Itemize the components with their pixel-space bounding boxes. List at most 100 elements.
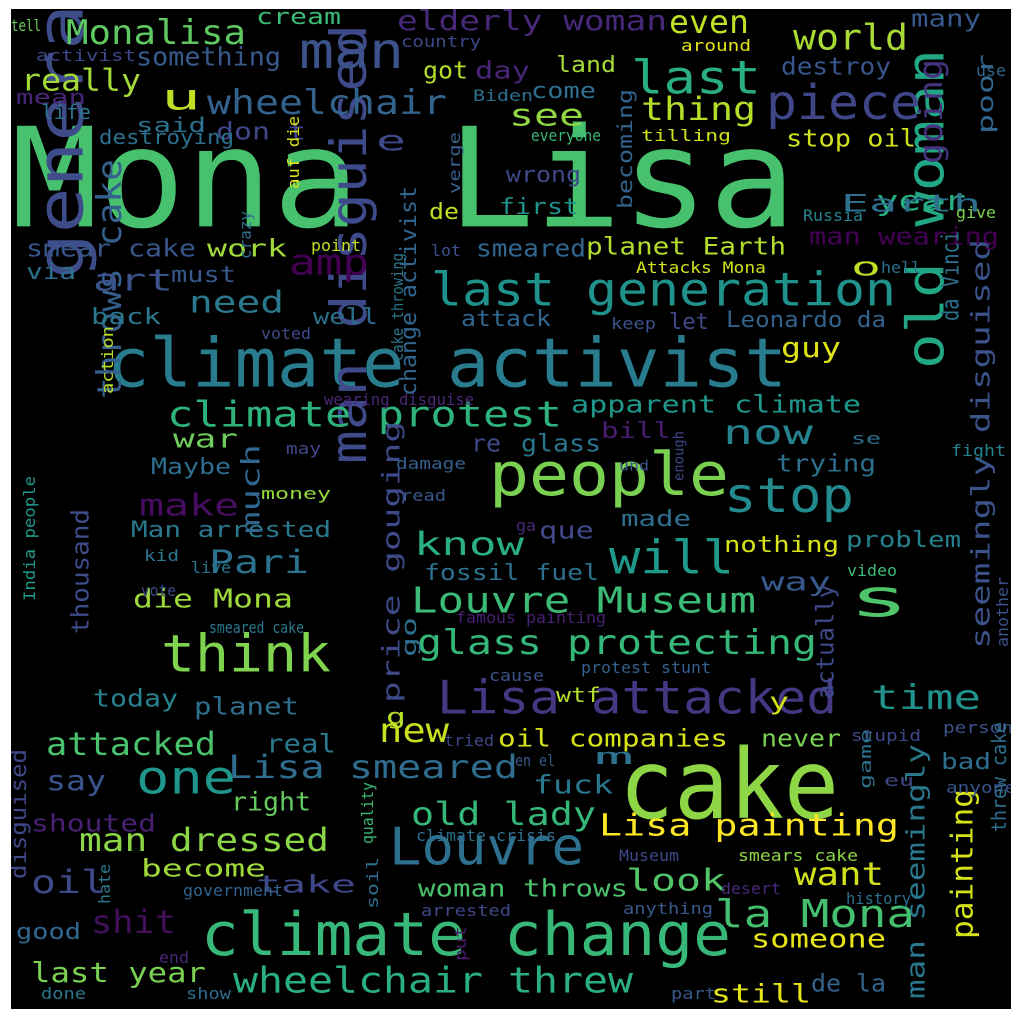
cloud-word: woman throws [418,875,628,903]
cloud-word: government [183,881,283,900]
cloud-word: really [21,64,141,99]
cloud-word: Russia [803,206,863,225]
cloud-word: don t [216,118,306,146]
word-cloud-canvas: Mona Lisa cake climate activist climate cha… [11,9,1011,1009]
cloud-word: good [16,920,81,945]
cloud-word: u [161,78,201,119]
cloud-word: g [386,705,406,730]
cloud-word: everyone [531,126,601,145]
cloud-word: anyone [946,778,1011,797]
cloud-word: stop oil [786,125,916,153]
cloud-word: new [379,711,450,751]
cloud-word: know [414,525,525,563]
cloud-word: crazy [236,211,255,259]
cloud-word: kid [144,546,179,565]
cloud-word: attack [461,307,551,332]
cloud-word: via [26,260,76,285]
cloud-word: art [93,264,173,299]
cloud-word: disguised [11,749,32,879]
cloud-word: last generation [431,262,896,316]
cloud-word: Mona Lisa [11,98,796,259]
cloud-word: point [311,236,361,255]
cloud-word: smears cake [738,846,858,865]
cloud-word: famous painting [456,608,606,627]
cloud-word: use [976,61,1006,80]
cloud-word: fight [951,441,1006,460]
cloud-word: even [669,9,749,41]
cloud-word: today [93,685,178,713]
cloud-word: give [956,203,996,222]
cloud-word: see [509,99,584,134]
cloud-word: climate protest [167,395,562,436]
cloud-word: re [471,430,501,458]
cloud-word: never [761,725,841,753]
cloud-word: o [851,252,881,282]
cloud-word: come [531,79,596,104]
cloud-word: need [189,286,284,321]
cloud-word: poor [974,54,999,134]
cloud-word: go [397,617,421,657]
cloud-word: land [556,53,616,78]
cloud-word: generation [24,9,98,279]
cloud-word: video [847,561,897,580]
cloud-word: becoming [613,89,637,209]
cloud-word: well [313,305,378,330]
cloud-word: ga [516,516,536,535]
cloud-word: actually [812,584,840,699]
cloud-word: first [499,195,579,220]
cloud-word: shouted [31,810,156,838]
cloud-word: Lisa attacked [437,670,837,724]
cloud-word: said [136,113,206,137]
cloud-word: change activist [397,186,422,396]
cloud-word: life [41,100,91,124]
cloud-word: done [41,984,86,1003]
cloud-word: back [91,305,161,330]
cloud-word: part [671,984,716,1003]
cloud-word: tried [444,731,494,750]
cloud-word: oil [31,863,106,901]
cloud-word: throws cake [90,159,130,399]
cloud-word: something [136,42,281,72]
cloud-word: seemingly disguised [966,239,996,649]
cloud-word: show [186,984,231,1003]
cloud-word: old lady [411,795,596,833]
cloud-word: se [851,429,881,448]
cloud-word: de [429,200,459,225]
cloud-word: Monalisa [66,13,246,53]
cloud-word: lot [431,241,461,260]
cloud-word: auf die [284,116,303,189]
cloud-word: someone [751,924,886,954]
cloud-word: cake throwing [388,253,407,361]
cloud-word: wearing disguise [324,390,474,409]
cloud-word: fuck [533,770,613,800]
cloud-word: en el [515,751,555,770]
cloud-word: arrested [421,901,511,920]
cloud-word: stupid [851,726,921,745]
cloud-word: verge [445,132,464,194]
cloud-word: time [871,678,981,718]
cloud-word: another [993,577,1011,647]
cloud-word: country [401,32,481,51]
cloud-word: destroying [99,125,234,149]
cloud-word: Lisa painting [599,809,899,844]
cloud-word: smeared cake [209,618,304,637]
cloud-word: say [46,764,106,797]
cloud-word: right [231,787,311,817]
cloud-word: cake [619,729,839,841]
cloud-word: Leonardo da [726,308,886,333]
cloud-word: Louvre Museum [411,581,756,622]
cloud-word: voted [261,324,311,343]
cloud-word: fossil fuel [424,561,599,586]
cloud-word: Pari [209,543,309,581]
cloud-word: war [173,424,238,454]
cloud-word: people [489,440,729,510]
cloud-word: bill [601,419,671,444]
cloud-word: threw cake [987,722,1011,832]
cloud-word: still [711,979,811,1009]
cloud-word: much [236,444,266,534]
cloud-word: stop [724,468,854,524]
cloud-word: amp [289,243,369,284]
cloud-word: read [401,486,446,505]
cloud-word: protest stunt [581,658,711,677]
cloud-word: game [856,729,875,789]
